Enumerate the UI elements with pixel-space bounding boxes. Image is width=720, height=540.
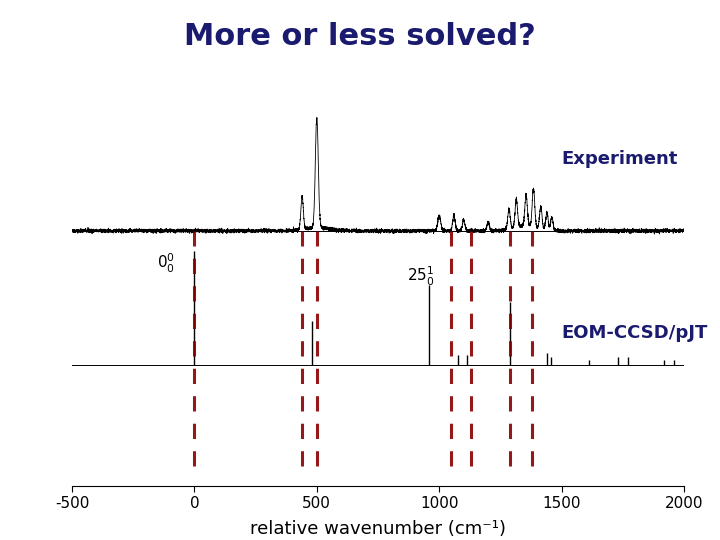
X-axis label: relative wavenumber (cm⁻¹): relative wavenumber (cm⁻¹) [250,519,506,538]
Text: EOM-CCSD/pJT: EOM-CCSD/pJT [562,324,708,342]
Text: More or less solved?: More or less solved? [184,22,536,51]
Text: $25^1_0$: $25^1_0$ [408,265,435,287]
Text: Experiment: Experiment [562,150,678,168]
Text: $0_0^0$: $0_0^0$ [157,252,175,275]
